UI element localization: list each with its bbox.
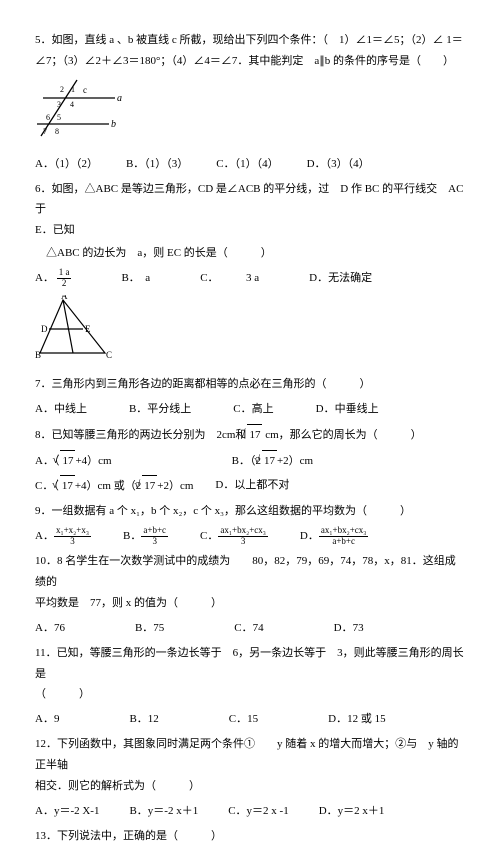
q11-opt-c: C．15 [229,709,258,730]
q8-text: 8．已知等腰三角形的两边长分别为 2cm和17 cm，那么它的周长为（ ） [35,424,465,446]
svg-text:2: 2 [60,85,64,94]
q6-options: A． 1 a2 B． a C． 3 a D．无法确定 [35,268,465,289]
q11-opt-b: B．12 [129,709,158,730]
q10-opt-d: D．73 [334,618,364,639]
svg-text:B: B [35,350,41,360]
q7-text: 7．三角形内到三角形各边的距离都相等的点必在三角形的（ ） [35,374,465,395]
svg-text:4: 4 [70,100,74,109]
q8-opt-a: A．（17+4）cm [35,450,112,472]
question-10: 10．8 名学生在一次数学测试中的成绩为 80，82，79，69，74，78，x… [35,551,465,639]
q11-options: A．9 B．12 C．15 D．12 或 15 [35,709,465,730]
q12-line2: 相交．则它的解析式为（ ） [35,776,465,797]
svg-text:c: c [83,85,87,95]
q10-line2: 平均数是 77，则 x 的值为（ ） [35,593,465,614]
question-8: 8．已知等腰三角形的两边长分别为 2cm和17 cm，那么它的周长为（ ） A．… [35,424,465,498]
q9-text: 9．一组数据有 a 个 x₁，b 个 x₂，c 个 x₃，那么这组数据的平均数为… [35,501,465,522]
q12-opt-b: B．y＝-2 x＋1 [129,801,198,822]
q12-opt-a: A．y＝-2 X-1 [35,801,99,822]
svg-text:D: D [41,324,48,334]
q5-opt-a: A．（1）（2） [35,154,98,175]
q6-opt-d: D．无法确定 [309,268,372,289]
q13-text: 13．下列说法中，正确的是（ ） [35,826,465,847]
svg-text:6: 6 [46,113,50,122]
q6-line1: 6．如图，△ABC 是等边三角形，CD 是∠ACB 的平分线，过 D 作 BC … [35,179,465,221]
q9-options: A．x₁+x₂+x₃3 B．a+b+c3 C．ax₁+bx₂+cx₃3 D．ax… [35,526,465,547]
question-11: 11．已知，等腰三角形的一条边长等于 6，另一条边长等于 3，则此等腰三角形的周… [35,643,465,731]
q9-opt-b: B．a+b+c3 [123,526,168,547]
q7-options: A．中线上 B．平分线上 C．高上 D．中垂线上 [35,399,465,420]
question-5: 5．如图，直线 a 、b 被直线 c 所截，现给出下列四个条件：（ 1）∠1＝∠… [35,30,465,175]
q8-opt-d: D．以上都不对 [215,475,289,497]
svg-text:A: A [61,295,68,301]
q5-line2: ∠7；（3）∠2＋∠3＝180°；（4）∠4＝∠7．其中能判定 a∥b 的条件的… [35,51,465,72]
q12-opt-c: C．y＝2 x -1 [228,801,289,822]
svg-text:a: a [117,93,122,104]
svg-text:C: C [106,350,112,360]
svg-text:3: 3 [57,100,61,109]
q7-opt-d: D．中垂线上 [316,399,379,420]
q10-opt-b: B．75 [135,618,164,639]
question-13: 13．下列说法中，正确的是（ ） [35,826,465,847]
q5-figure: c a b 2 1 3 4 6 5 7 8 [35,78,465,148]
q5-opt-d: D．（3）（4） [307,154,370,175]
q12-line1: 12．下列函数中，其图象同时满足两个条件① y 随着 x 的增大而增大；②与 y… [35,734,465,776]
question-6: 6．如图，△ABC 是等边三角形，CD 是∠ACB 的平分线，过 D 作 BC … [35,179,465,368]
q10-opt-a: A．76 [35,618,65,639]
q7-opt-a: A．中线上 [35,399,87,420]
question-12: 12．下列函数中，其图象同时满足两个条件① y 随着 x 的增大而增大；②与 y… [35,734,465,822]
q5-line1: 5．如图，直线 a 、b 被直线 c 所截，现给出下列四个条件：（ 1）∠1＝∠… [35,30,465,51]
q9-opt-d: D．ax₁+bx₂+cx₃a+b+c [300,526,369,547]
q6-opt-b: B． a [121,268,150,289]
q11-line2: （ ） [35,684,465,705]
svg-text:1: 1 [71,85,75,94]
q11-opt-a: A．9 [35,709,59,730]
q6-line2: E．已知 [35,220,465,241]
q12-options: A．y＝-2 X-1 B．y＝-2 x＋1 C．y＝2 x -1 D．y＝2 x… [35,801,465,822]
question-7: 7．三角形内到三角形各边的距离都相等的点必在三角形的（ ） A．中线上 B．平分… [35,374,465,420]
q6-figure: A B C D E [35,295,465,368]
svg-text:7: 7 [43,127,47,136]
q9-opt-a: A．x₁+x₂+x₃3 [35,526,91,547]
svg-text:5: 5 [57,113,61,122]
q8-opt-c: C．（17+4）cm 或（217+2）cm [35,475,193,497]
q5-opt-c: C．（1）（4） [216,154,278,175]
svg-text:E: E [85,324,91,334]
svg-text:8: 8 [55,127,59,136]
q6-line3: △ABC 的边长为 a，则 EC 的长是（ ） [35,243,465,264]
q10-options: A．76 B．75 C．74 D．73 [35,618,465,639]
q5-opt-b: B．（1）（3） [126,154,188,175]
q8-opt-b: B．（217+2）cm [232,450,314,472]
q11-line1: 11．已知，等腰三角形的一条边长等于 6，另一条边长等于 3，则此等腰三角形的周… [35,643,465,685]
q6-opt-a: A． 1 a2 [35,268,71,289]
question-9: 9．一组数据有 a 个 x₁，b 个 x₂，c 个 x₃，那么这组数据的平均数为… [35,501,465,547]
q6-opt-c: C． 3 a [200,268,259,289]
q9-opt-c: C．ax₁+bx₂+cx₃3 [200,526,268,547]
q10-line1: 10．8 名学生在一次数学测试中的成绩为 80，82，79，69，74，78，x… [35,551,465,593]
q12-opt-d: D．y＝2 x＋1 [319,801,385,822]
q11-opt-d: D．12 或 15 [328,709,385,730]
q7-opt-b: B．平分线上 [129,399,191,420]
svg-text:b: b [111,119,116,130]
q5-options: A．（1）（2） B．（1）（3） C．（1）（4） D．（3）（4） [35,154,465,175]
q7-opt-c: C．高上 [233,399,273,420]
q8-options-1: A．（17+4）cm B．（217+2）cm [35,450,465,472]
q10-opt-c: C．74 [234,618,263,639]
q8-options-2: C．（17+4）cm 或（217+2）cm D．以上都不对 [35,475,465,497]
